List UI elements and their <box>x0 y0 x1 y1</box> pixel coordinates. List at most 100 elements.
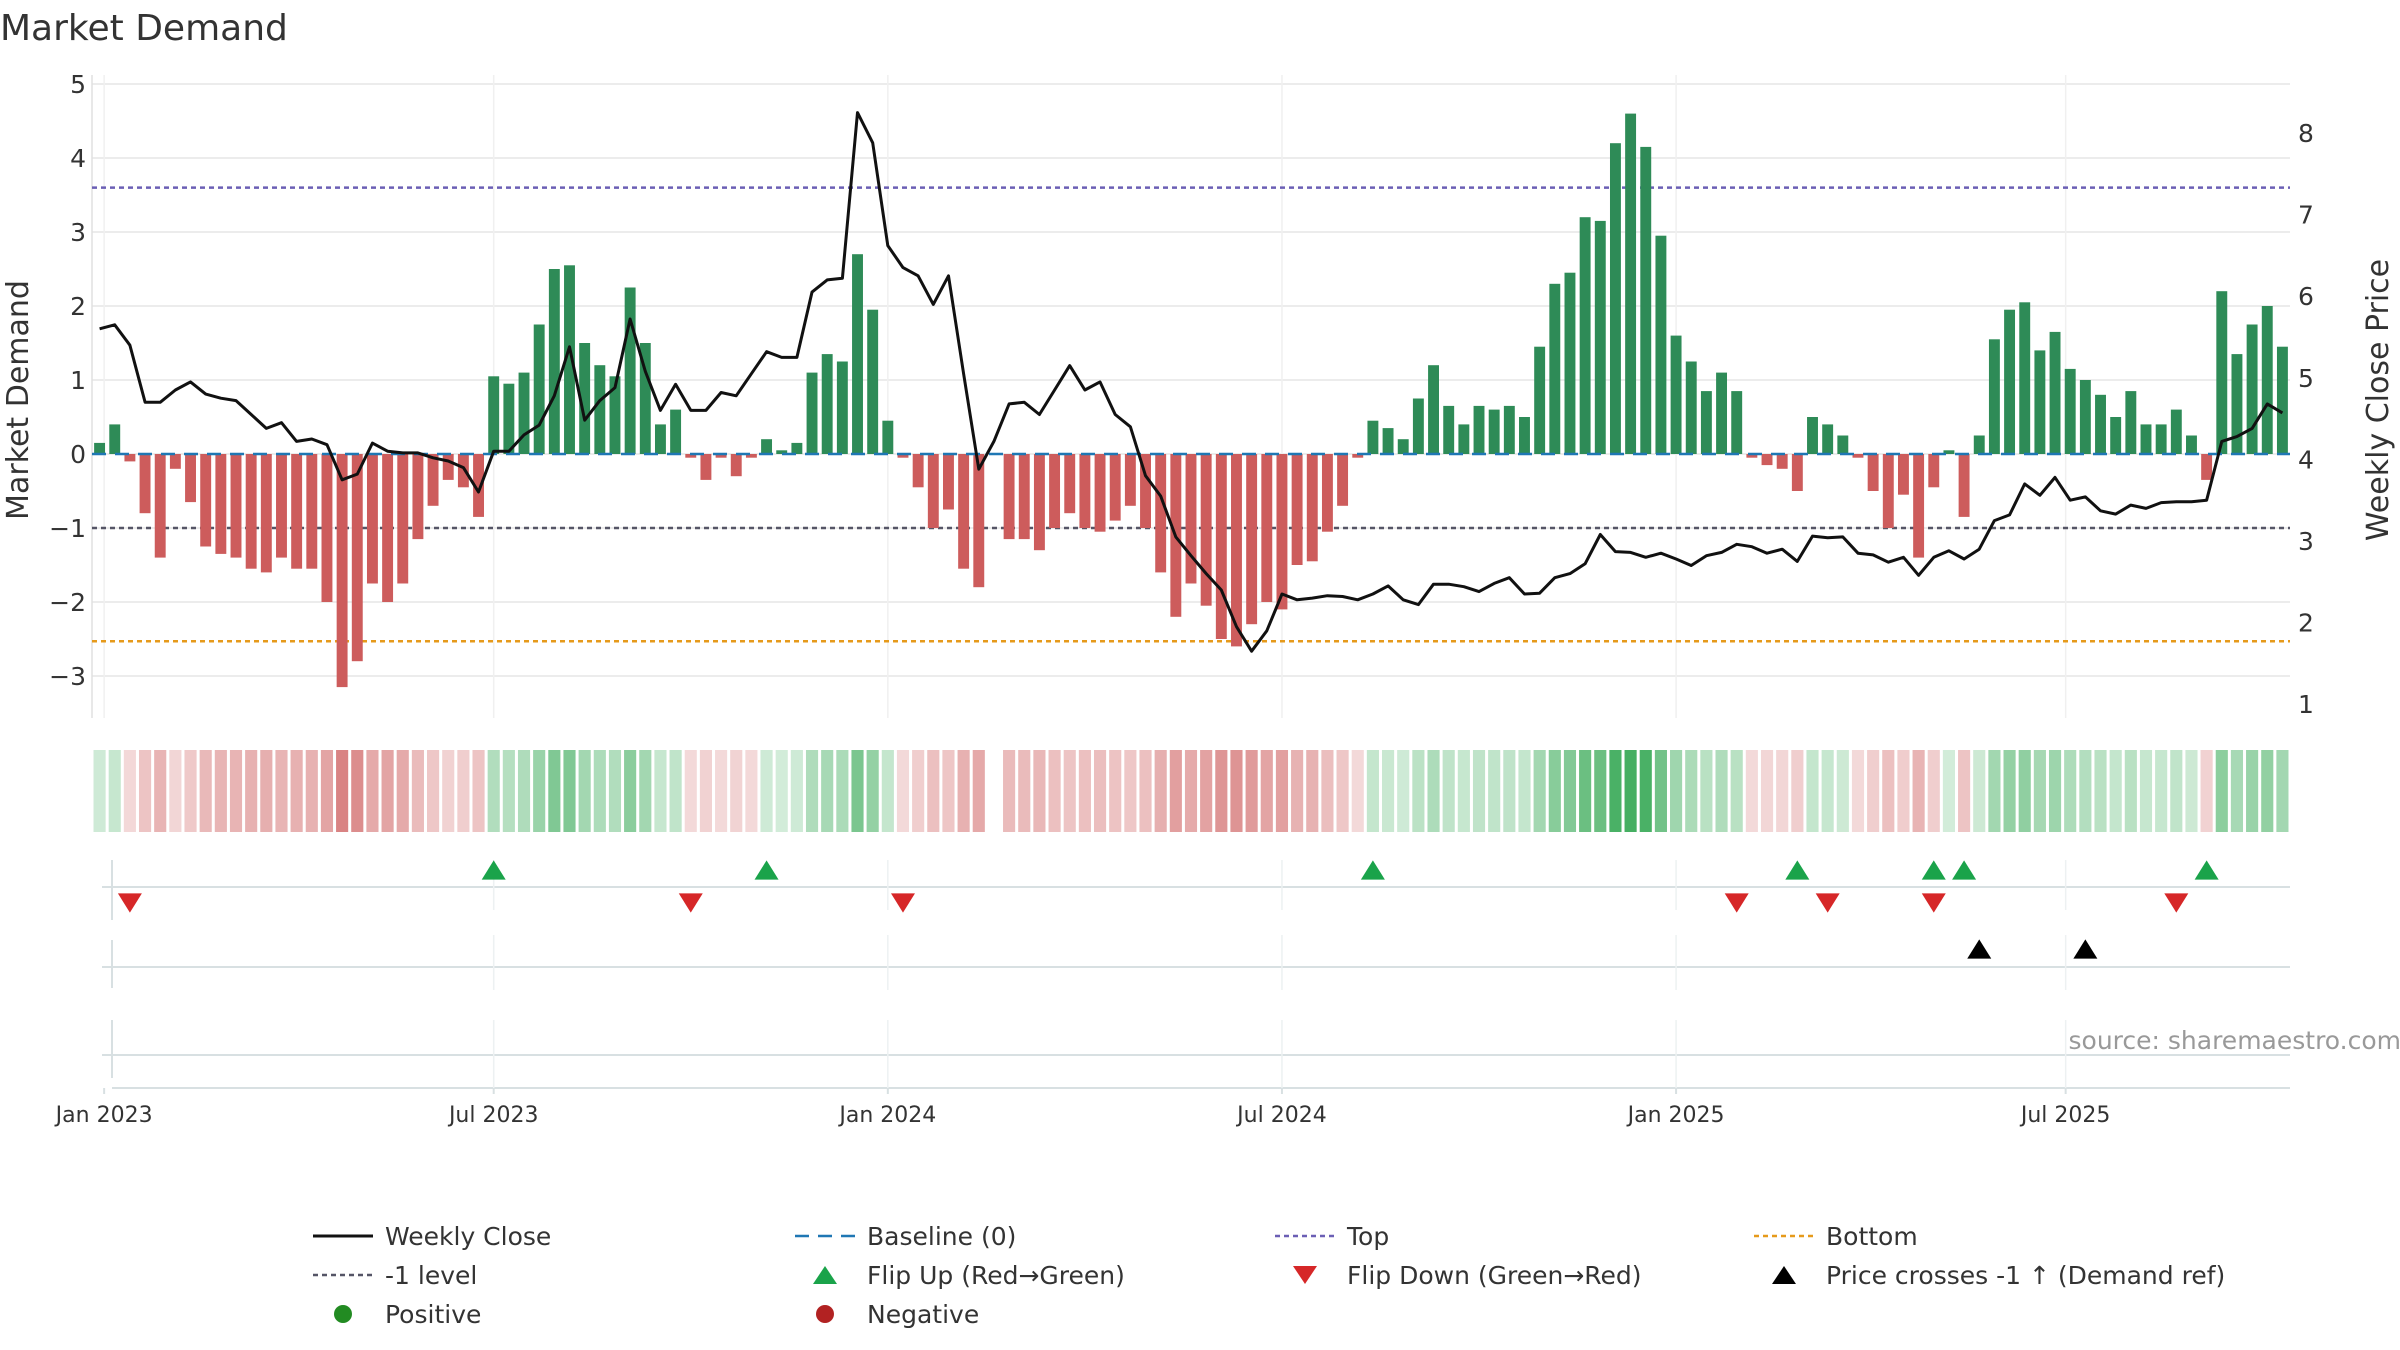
flip-up-marker <box>481 860 506 880</box>
demand-bar <box>2201 454 2213 480</box>
heat-cell <box>1821 750 1834 832</box>
heat-cell <box>1078 750 1091 832</box>
demand-bar <box>1791 454 1803 491</box>
flip-up-marker <box>754 860 779 880</box>
demand-bar <box>124 454 136 462</box>
heat-cell <box>1776 750 1789 832</box>
heat-cell <box>593 750 606 832</box>
demand-bar <box>109 424 121 454</box>
x-tick-label: Jan 2024 <box>837 1103 936 1128</box>
demand-bar <box>1746 454 1758 458</box>
demand-bar <box>912 454 924 488</box>
demand-bar <box>2079 380 2091 454</box>
heat-cell <box>1245 750 1258 832</box>
demand-bar <box>715 454 727 458</box>
demand-bar <box>1276 454 1288 610</box>
demand-bar <box>685 454 697 458</box>
demand-bar <box>1458 424 1470 454</box>
heat-cell <box>1609 750 1622 832</box>
demand-bar <box>1321 454 1333 532</box>
demand-bar <box>1109 454 1121 521</box>
left-y-axis: 5 4 3 2 1 0 −1 −2 −3 <box>49 70 86 691</box>
demand-bar <box>1382 428 1394 454</box>
demand-bar <box>1246 454 1258 625</box>
demand-bar <box>2170 409 2182 454</box>
demand-bar <box>1761 454 1773 466</box>
heat-cell <box>169 750 182 832</box>
y2-tick-label: 3 <box>2298 527 2314 556</box>
heat-cell <box>123 750 136 832</box>
heat-cell <box>1154 750 1167 832</box>
demand-bar <box>185 454 196 503</box>
demand-bar <box>2034 350 2046 454</box>
heat-cell <box>1594 750 1607 832</box>
heat-cell <box>1457 750 1470 832</box>
demand-bar <box>776 450 788 454</box>
demand-bar <box>1973 435 1985 454</box>
heat-cell <box>2276 750 2289 832</box>
flip-down-marker <box>2164 893 2189 913</box>
heat-cell <box>1867 750 1880 832</box>
left-axis-title: Market Demand <box>1 280 36 520</box>
heat-cell <box>745 750 758 832</box>
heat-cell <box>472 750 485 832</box>
demand-bar <box>1625 113 1637 454</box>
demand-bar <box>94 442 106 454</box>
demand-bar <box>1033 454 1045 551</box>
demand-bar <box>1003 454 1015 540</box>
heat-cell <box>1124 750 1137 832</box>
demand-bar <box>882 420 894 454</box>
heat-cell <box>1685 750 1698 832</box>
heat-cell <box>1533 750 1546 832</box>
demand-bar <box>594 365 606 454</box>
heat-cell <box>320 750 334 832</box>
legend: Weekly Close Baseline (0) Top Bottom -1 leve… <box>313 1222 2225 1329</box>
heat-cell <box>2094 750 2107 832</box>
heat-cell <box>669 750 682 832</box>
demand-bar <box>2276 346 2288 454</box>
heat-cell <box>684 750 697 832</box>
heat-cell <box>2109 750 2122 832</box>
heat-cell <box>1806 750 1819 832</box>
heat-cell <box>2200 750 2213 832</box>
demand-bar <box>306 454 318 569</box>
demand-bar <box>1822 424 1834 454</box>
demand-bar <box>1215 454 1227 639</box>
heat-cell <box>654 750 667 832</box>
heat-cell <box>1700 750 1713 832</box>
demand-bar <box>1064 454 1076 514</box>
heat-cell <box>533 750 546 832</box>
demand-bar <box>1655 235 1667 454</box>
legend-item: Positive <box>334 1300 481 1329</box>
demand-bar <box>1837 435 1849 454</box>
heat-cell <box>1215 750 1228 832</box>
demand-bar <box>2095 394 2106 454</box>
demand-bar <box>1079 454 1091 528</box>
demand-bar <box>609 376 621 454</box>
heat-cell <box>2185 750 2198 832</box>
demand-bar <box>276 454 287 558</box>
signal-panels <box>102 860 2290 1090</box>
demand-bar <box>397 454 409 584</box>
heat-cell <box>1988 750 2001 832</box>
heat-cell <box>108 750 121 832</box>
heat-cell <box>1306 750 1319 832</box>
heat-cell <box>396 750 409 832</box>
x-tick-label: Jul 2025 <box>2019 1103 2111 1128</box>
heat-cell <box>1973 750 1986 832</box>
demand-bar <box>1867 454 1879 491</box>
heat-cell <box>1291 750 1304 832</box>
demand-bar <box>1716 372 1728 454</box>
right-axis-title: Weekly Close Price <box>2361 259 2396 541</box>
demand-bar <box>321 454 333 602</box>
demand-bar <box>2261 306 2273 454</box>
demand-bar <box>761 439 773 454</box>
demand-bar <box>852 254 863 454</box>
heat-cell <box>957 750 970 832</box>
heat-cell <box>184 750 197 832</box>
flip-up-marker <box>1785 860 1810 880</box>
heat-cell <box>942 750 955 832</box>
legend-item: Baseline (0) <box>795 1222 1016 1251</box>
demand-bar <box>654 424 666 454</box>
